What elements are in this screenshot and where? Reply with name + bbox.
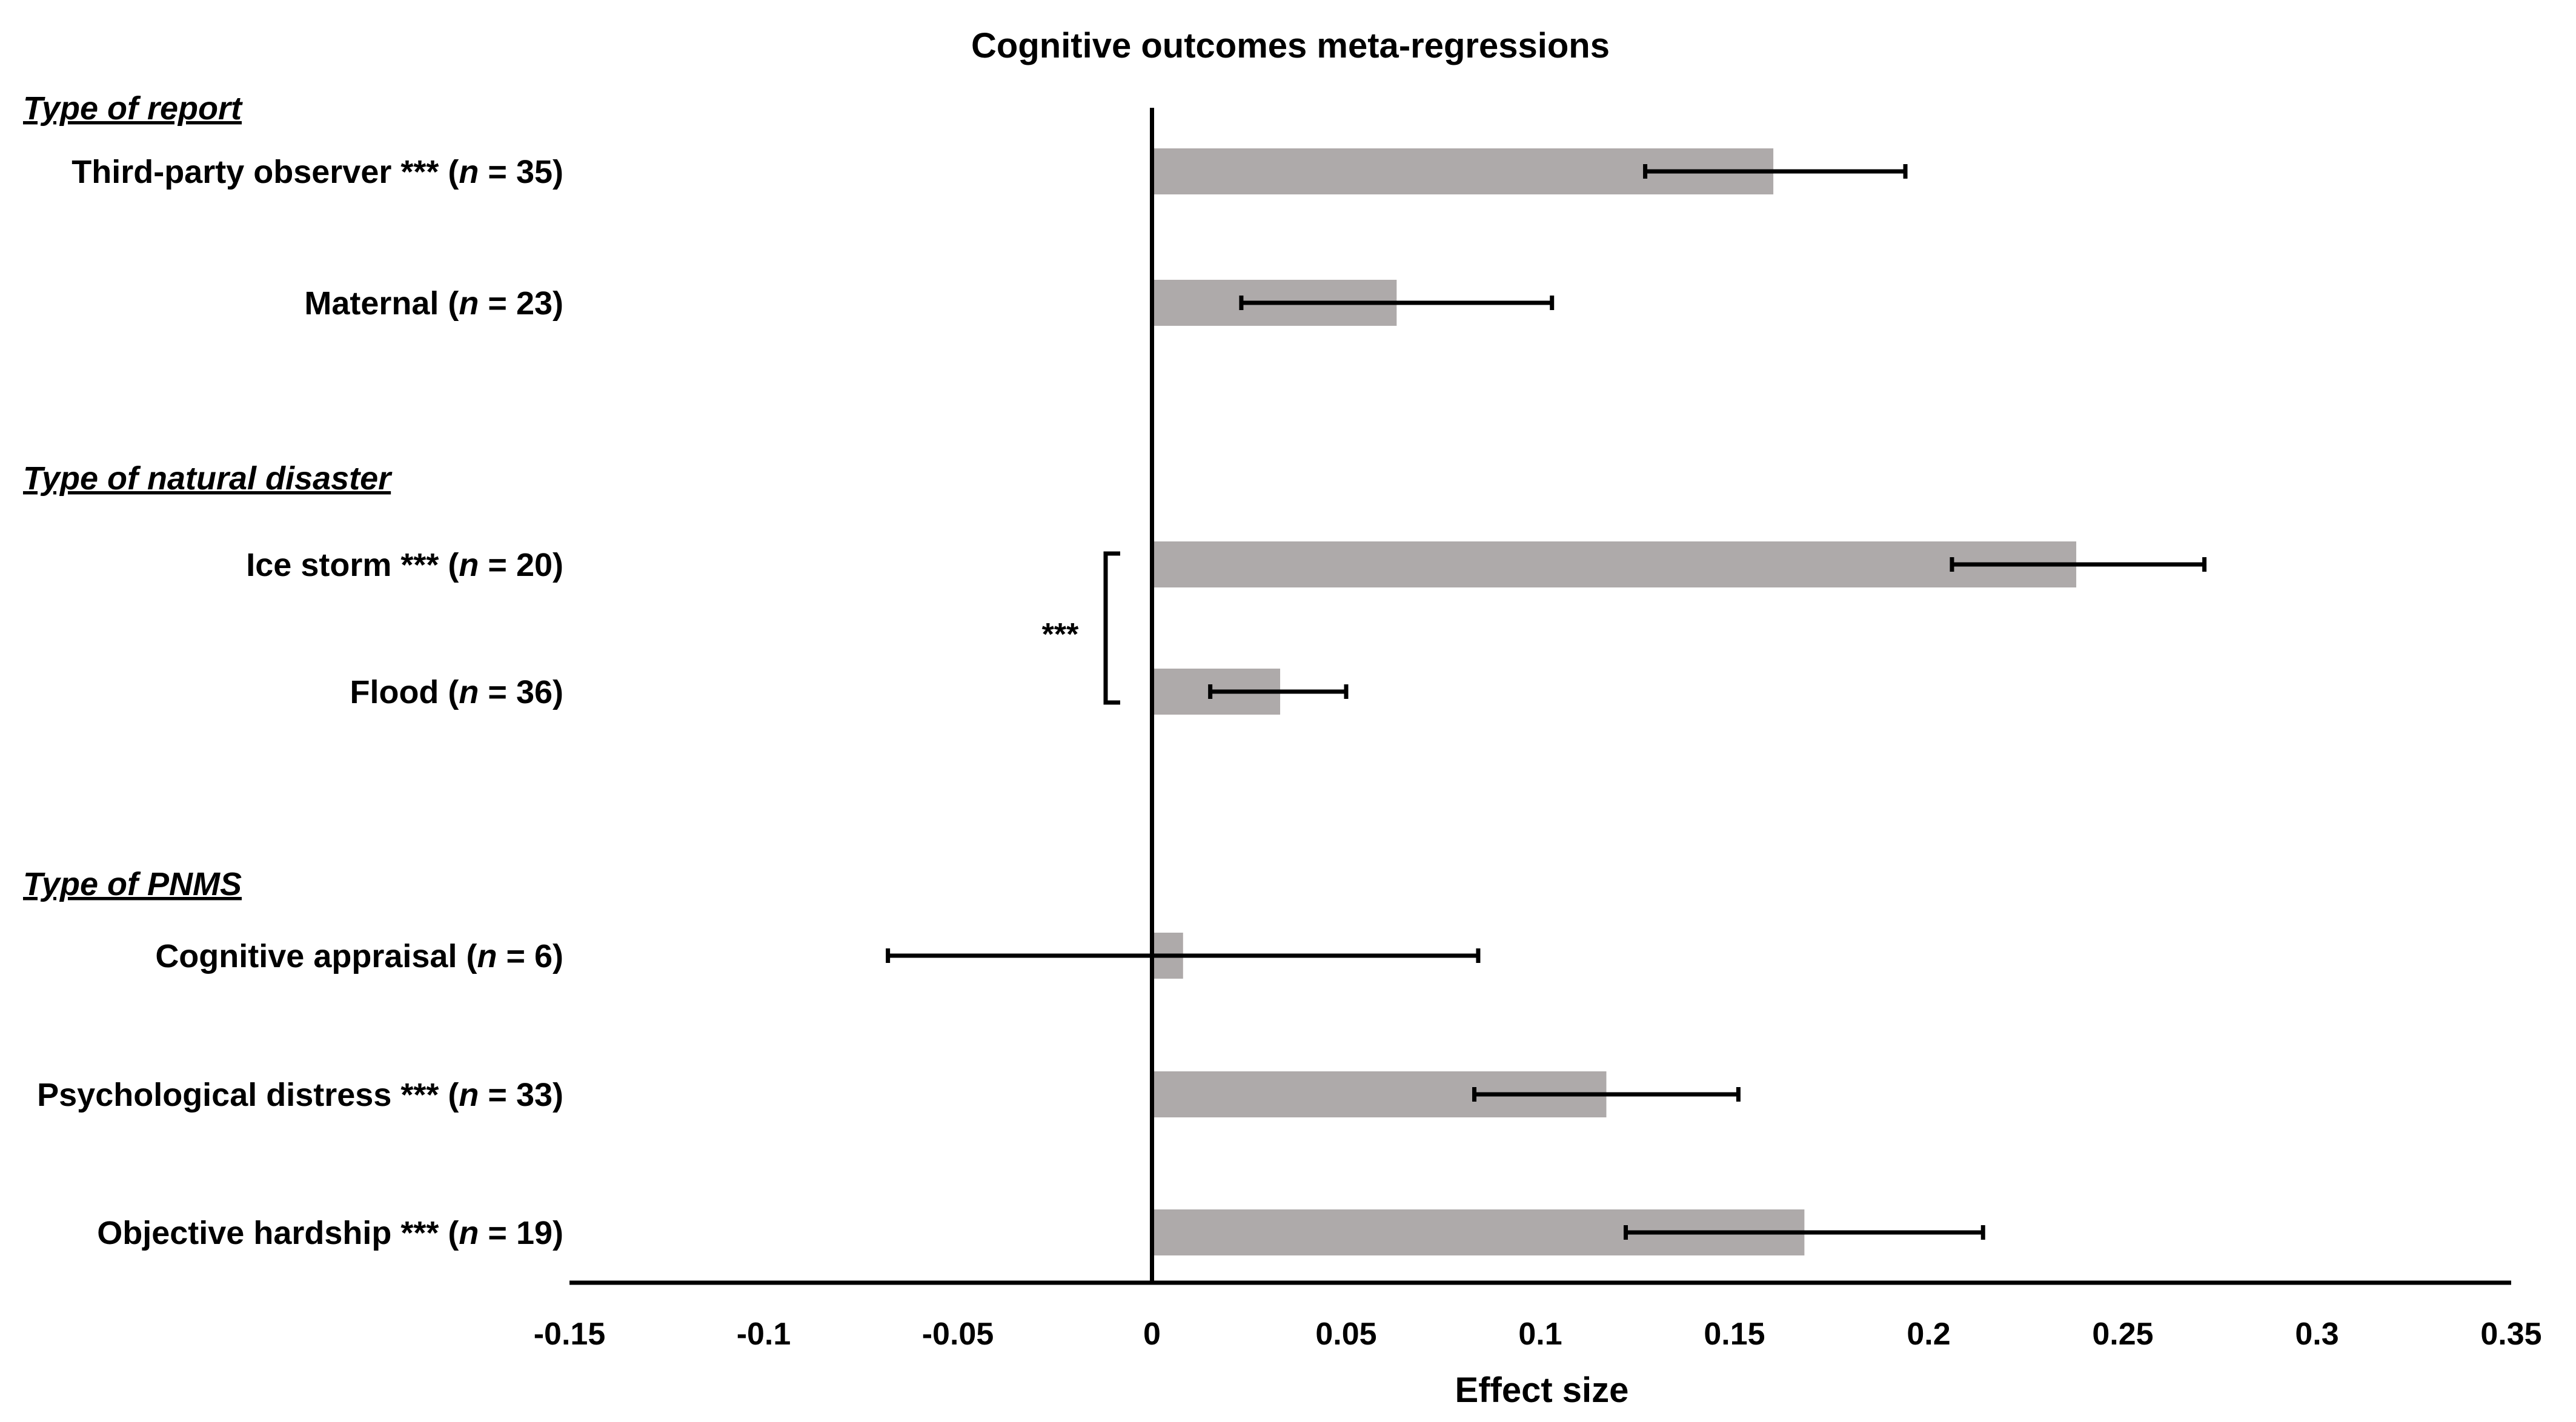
category-label: Objective hardship *** (n = 19) (97, 1215, 563, 1251)
chart-title: Cognitive outcomes meta-regressions (971, 26, 1610, 65)
category-label: Third-party observer *** (n = 35) (71, 154, 563, 190)
x-tick-label: 0.15 (1704, 1317, 1765, 1352)
section-label: Type of PNMS (23, 866, 242, 902)
x-tick-label: 0.1 (1518, 1317, 1562, 1352)
category-label: Maternal (n = 23) (304, 285, 563, 322)
x-axis-label: Effect size (1455, 1371, 1629, 1410)
significance-label: *** (1042, 617, 1079, 652)
x-tick-label: -0.05 (922, 1317, 994, 1352)
category-label: Cognitive appraisal (n = 6) (155, 938, 563, 974)
section-label: Type of report (23, 90, 243, 127)
x-tick-label: -0.15 (534, 1317, 606, 1352)
x-tick-label: 0.25 (2092, 1317, 2153, 1352)
plot-area: Type of report Third-party observer *** (… (23, 90, 2542, 1352)
x-tick-label: 0 (1143, 1317, 1161, 1352)
x-tick-label: 0.35 (2480, 1317, 2541, 1352)
x-tick-label: 0.3 (2295, 1317, 2339, 1352)
x-tick-label: 0.2 (1907, 1317, 1950, 1352)
category-label: Flood (n = 36) (350, 674, 563, 710)
x-tick-label: 0.05 (1315, 1317, 1376, 1352)
section-label: Type of natural disaster (23, 460, 393, 497)
category-label: Ice storm *** (n = 20) (246, 547, 563, 583)
bar (1152, 541, 2077, 587)
category-label: Psychological distress *** (n = 33) (37, 1077, 563, 1113)
x-tick-label: -0.1 (737, 1317, 791, 1352)
significance-bracket (1103, 551, 1120, 705)
